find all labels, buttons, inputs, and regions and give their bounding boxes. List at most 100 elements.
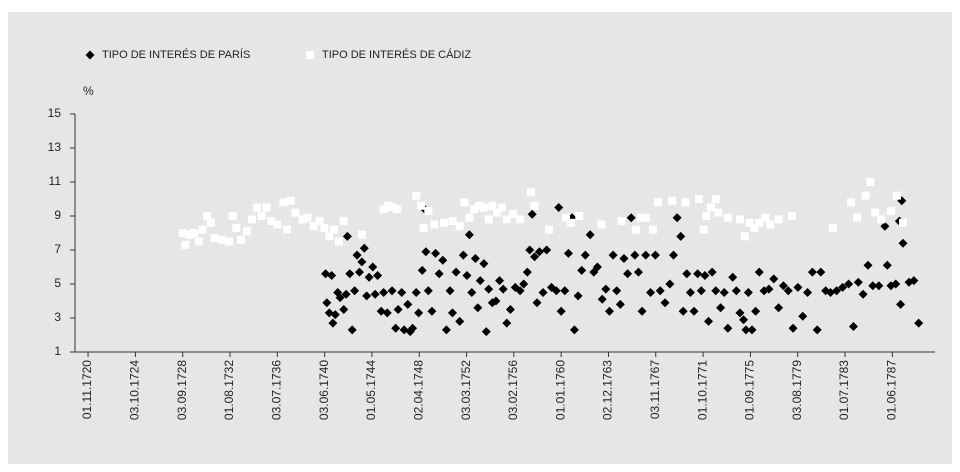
data-point [481, 327, 491, 337]
data-point [653, 198, 662, 207]
data-point [723, 323, 733, 333]
data-point [179, 229, 188, 237]
y-tick-label: 5 [54, 276, 61, 290]
data-point [257, 212, 266, 220]
data-point [685, 288, 695, 297]
data-point [505, 305, 515, 314]
data-point [362, 291, 372, 301]
data-point [898, 218, 907, 227]
x-tick-label: 03.02.1756 [506, 360, 520, 420]
data-point [368, 262, 378, 272]
data-point [392, 205, 401, 214]
x-tick-label: 02.12.1763 [601, 360, 615, 420]
data-point [699, 225, 708, 234]
data-point [731, 286, 741, 296]
data-point [646, 288, 656, 297]
data-point [877, 215, 886, 224]
data-point [844, 279, 854, 289]
data-point [267, 217, 276, 226]
data-point [807, 267, 817, 277]
data-point [672, 213, 682, 223]
data-point [217, 235, 226, 244]
data-point [502, 318, 512, 328]
data-point [803, 288, 813, 297]
data-point [601, 284, 611, 294]
data-point [262, 203, 271, 212]
data-point [853, 213, 862, 222]
data-point [206, 218, 215, 227]
data-point [330, 310, 340, 320]
data-point [847, 198, 856, 207]
data-point [585, 230, 595, 240]
data-point [498, 284, 508, 294]
data-point [515, 286, 525, 296]
data-point [696, 286, 706, 296]
data-point [451, 267, 461, 277]
data-point [282, 225, 291, 234]
x-tick-label: 01.05.1744 [364, 360, 378, 420]
data-point [181, 240, 190, 249]
data-point [532, 298, 542, 308]
chart-background [8, 12, 952, 464]
data-point [334, 237, 343, 246]
data-point [632, 225, 641, 234]
data-point [243, 227, 252, 236]
x-tick-label: 03.09.1728 [175, 360, 189, 420]
x-tick-label: 01.09.1775 [743, 360, 757, 420]
data-point [508, 210, 517, 219]
data-point [458, 250, 468, 260]
data-point [580, 250, 590, 260]
data-point [769, 274, 779, 284]
data-point [637, 306, 647, 316]
data-point [522, 267, 532, 277]
data-point [660, 298, 670, 308]
data-point [604, 306, 614, 316]
data-point [891, 279, 901, 289]
y-tick-label: 13 [48, 140, 62, 154]
data-point [412, 191, 421, 200]
data-point [441, 325, 451, 335]
data-point [252, 203, 261, 212]
data-point [455, 222, 464, 231]
data-point [530, 201, 539, 210]
data-point [431, 248, 441, 258]
x-tick-label: 01.07.1783 [837, 360, 851, 420]
data-point [630, 250, 640, 260]
data-point [327, 271, 337, 280]
x-tick-label: 03.03.1752 [459, 360, 473, 420]
data-point [525, 245, 535, 255]
data-point [914, 318, 924, 328]
data-point [357, 230, 366, 239]
data-point [488, 201, 497, 210]
data-point [573, 291, 583, 301]
data-point [648, 225, 657, 234]
data-point [345, 269, 355, 279]
data-point [408, 323, 418, 333]
data-point [812, 325, 822, 335]
data-point [704, 316, 714, 326]
data-point [325, 232, 334, 241]
data-point [848, 322, 858, 331]
data-point [194, 237, 203, 246]
data-point [641, 250, 651, 260]
data-point [403, 299, 413, 309]
data-point [309, 222, 318, 231]
x-tick-label: 03.06.1740 [317, 360, 331, 420]
data-point [700, 271, 710, 280]
data-point [898, 238, 908, 248]
data-point [339, 217, 348, 226]
data-point [623, 269, 633, 279]
data-point [560, 286, 570, 296]
legend-label: TIPO DE INTERÉS DE CÁDIZ [322, 48, 471, 61]
data-point [636, 213, 645, 222]
data-point [286, 196, 295, 205]
data-point [597, 294, 607, 304]
data-point [577, 265, 587, 275]
data-point [678, 306, 688, 316]
data-point [880, 221, 890, 231]
data-point [479, 203, 488, 212]
data-point [783, 286, 793, 296]
data-point [597, 220, 606, 229]
data-point [650, 250, 660, 260]
data-point [892, 191, 901, 200]
